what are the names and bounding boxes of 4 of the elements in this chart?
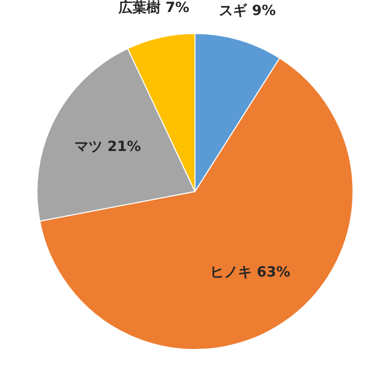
slice-label: マツ 21% bbox=[74, 139, 141, 156]
slice-label: ヒノキ 63% bbox=[210, 264, 290, 281]
slice-label: 広葉樹 7% bbox=[118, 0, 190, 16]
slice-label: スギ 9% bbox=[219, 2, 276, 19]
